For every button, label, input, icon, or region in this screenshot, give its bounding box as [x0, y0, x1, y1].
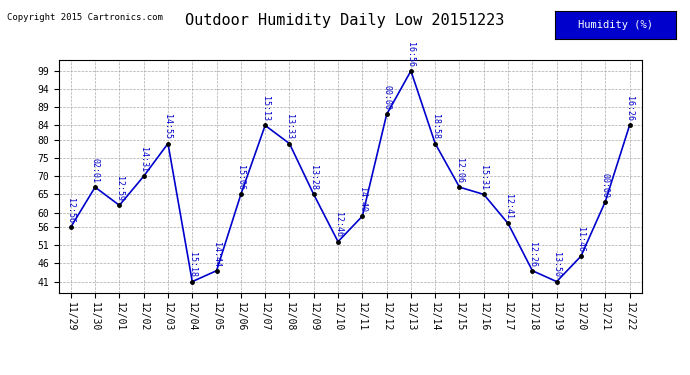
- Text: 18:58: 18:58: [431, 114, 440, 140]
- Text: 15:31: 15:31: [480, 165, 489, 190]
- Text: 14:31: 14:31: [139, 147, 148, 172]
- Text: 00:00: 00:00: [601, 172, 610, 198]
- Text: 16:56: 16:56: [406, 42, 415, 67]
- Text: 15:06: 15:06: [237, 165, 246, 190]
- Text: 02:01: 02:01: [90, 158, 99, 183]
- Text: 16:26: 16:26: [625, 96, 634, 121]
- Text: 13:50: 13:50: [552, 252, 561, 278]
- Text: 15:18: 15:18: [188, 252, 197, 278]
- Text: 12:26: 12:26: [528, 242, 537, 267]
- Text: Humidity (%): Humidity (%): [578, 20, 653, 30]
- Text: 14:40: 14:40: [358, 187, 367, 212]
- Text: 13:28: 13:28: [309, 165, 318, 190]
- Text: 12:46: 12:46: [333, 213, 342, 237]
- Text: Outdoor Humidity Daily Low 20151223: Outdoor Humidity Daily Low 20151223: [186, 13, 504, 28]
- Text: 00:00: 00:00: [382, 86, 391, 110]
- Text: 15:13: 15:13: [261, 96, 270, 121]
- Text: 13:33: 13:33: [285, 114, 294, 140]
- Text: 12:41: 12:41: [504, 194, 513, 219]
- Text: 12:06: 12:06: [455, 158, 464, 183]
- Text: 11:46: 11:46: [576, 227, 586, 252]
- Text: 12:59: 12:59: [115, 176, 124, 201]
- Text: 14:44: 14:44: [212, 242, 221, 267]
- Text: 14:55: 14:55: [164, 114, 172, 140]
- Text: 12:56: 12:56: [66, 198, 75, 223]
- Text: Copyright 2015 Cartronics.com: Copyright 2015 Cartronics.com: [7, 13, 163, 22]
